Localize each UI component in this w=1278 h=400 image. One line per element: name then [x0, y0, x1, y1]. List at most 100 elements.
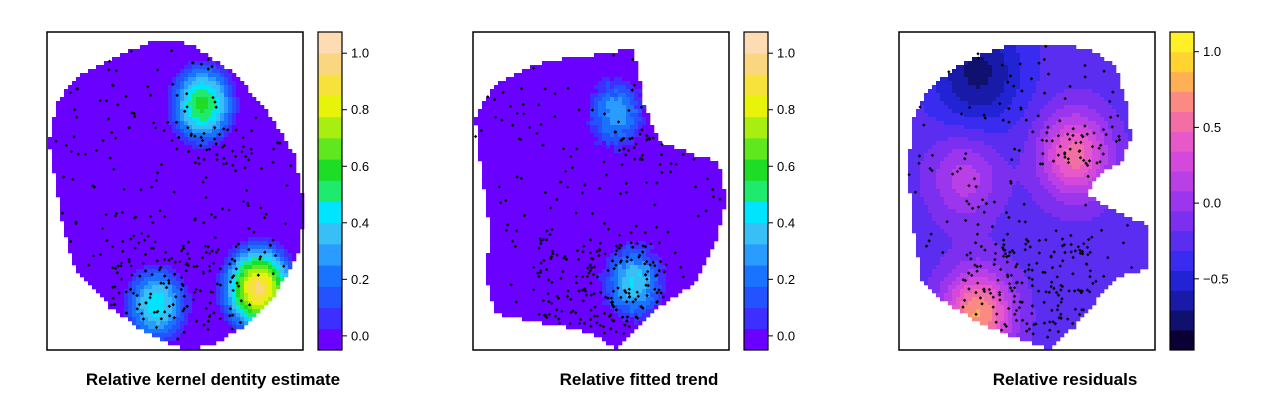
- heatmap-cell: [184, 53, 189, 58]
- heatmap-cell: [164, 297, 169, 302]
- heatmap-cell: [228, 201, 233, 206]
- heatmap-cell: [482, 113, 487, 118]
- heatmap-cell: [256, 125, 261, 130]
- heatmap-cell: [176, 289, 181, 294]
- heatmap-cell: [216, 137, 221, 142]
- heatmap-cell: [510, 89, 515, 94]
- heatmap-cell: [562, 105, 567, 110]
- heatmap-cell: [272, 277, 277, 282]
- observation-point: [167, 281, 171, 285]
- heatmap-cell: [542, 101, 547, 106]
- heatmap-cell: [128, 97, 133, 102]
- heatmap-cell: [148, 145, 153, 150]
- heatmap-cell: [558, 85, 563, 90]
- heatmap-cell: [530, 129, 535, 134]
- heatmap-cell: [152, 305, 157, 310]
- heatmap-cell: [96, 213, 101, 218]
- heatmap-cell: [208, 185, 213, 190]
- heatmap-cell: [68, 137, 73, 142]
- heatmap-cell: [192, 101, 197, 106]
- heatmap-cell: [184, 265, 189, 270]
- heatmap-cell: [288, 181, 293, 186]
- heatmap-cell: [104, 193, 109, 198]
- heatmap-cell: [156, 205, 161, 210]
- observation-point: [185, 252, 190, 256]
- heatmap-cell: [56, 193, 61, 198]
- heatmap-cell: [76, 137, 81, 142]
- heatmap-cell: [92, 97, 97, 102]
- heatmap-cell: [228, 161, 233, 166]
- heatmap-cell: [144, 245, 149, 250]
- heatmap-cell: [148, 149, 153, 154]
- heatmap-cell: [236, 225, 241, 230]
- heatmap-cell: [494, 117, 499, 122]
- heatmap-cell: [248, 153, 253, 158]
- heatmap-cell: [96, 185, 101, 190]
- heatmap-cell: [60, 217, 65, 222]
- heatmap-cell: [140, 45, 145, 50]
- heatmap-cell: [108, 269, 113, 274]
- heatmap-cell: [188, 277, 193, 282]
- heatmap-cell: [232, 217, 237, 222]
- heatmap-cell: [156, 265, 161, 270]
- heatmap-cell: [542, 77, 547, 82]
- heatmap-cell: [260, 213, 265, 218]
- heatmap-cell: [518, 81, 523, 86]
- heatmap-cell: [292, 165, 297, 170]
- heatmap-cell: [176, 297, 181, 302]
- heatmap-cell: [128, 93, 133, 98]
- observation-point: [185, 92, 189, 96]
- heatmap-cell: [538, 81, 543, 86]
- heatmap-cell: [558, 133, 563, 138]
- heatmap-cell: [176, 225, 181, 230]
- heatmap-cell: [630, 113, 635, 118]
- heatmap-cell: [92, 137, 97, 142]
- heatmap-cell: [100, 233, 105, 238]
- heatmap-cell: [574, 57, 579, 62]
- heatmap-cell: [280, 249, 285, 254]
- heatmap-cell: [240, 281, 245, 286]
- heatmap-cell: [220, 229, 225, 234]
- heatmap-cell: [554, 69, 559, 74]
- heatmap-cell: [88, 69, 93, 74]
- heatmap-cell: [92, 69, 97, 74]
- heatmap-cell: [112, 289, 117, 294]
- heatmap-cell: [164, 201, 169, 206]
- heatmap-cell: [638, 137, 643, 142]
- heatmap-cell: [172, 73, 177, 78]
- heatmap-cell: [128, 61, 133, 66]
- heatmap-cell: [76, 189, 81, 194]
- heatmap-cell: [160, 185, 165, 190]
- heatmap-cell: [132, 249, 137, 254]
- heatmap-cell: [244, 177, 249, 182]
- heatmap-cell: [272, 249, 277, 254]
- observation-point: [199, 62, 204, 66]
- heatmap-cell: [144, 169, 149, 174]
- heatmap-cell: [634, 81, 639, 86]
- heatmap-cell: [534, 137, 539, 142]
- observation-point: [246, 158, 251, 162]
- heatmap-cell: [542, 97, 547, 102]
- heatmap-cell: [232, 137, 237, 142]
- heatmap-cell: [196, 217, 201, 222]
- heatmap-cell: [160, 65, 165, 70]
- heatmap-cell: [104, 69, 109, 74]
- heatmap-cell: [220, 301, 225, 306]
- heatmap-cell: [216, 157, 221, 162]
- heatmap-cell: [84, 157, 89, 162]
- heatmap-cell: [172, 241, 177, 246]
- heatmap-cell: [148, 189, 153, 194]
- heatmap-cell: [140, 289, 145, 294]
- heatmap-cell: [148, 49, 153, 54]
- heatmap-cell: [152, 85, 157, 90]
- heatmap-cell: [188, 169, 193, 174]
- heatmap-cell: [490, 89, 495, 94]
- heatmap-cell: [56, 189, 61, 194]
- observation-point: [110, 83, 114, 87]
- heatmap-cell: [108, 273, 113, 278]
- heatmap-cell: [188, 229, 193, 234]
- heatmap-cell: [208, 177, 213, 182]
- heatmap-cell: [152, 329, 157, 334]
- heatmap-cell: [502, 117, 507, 122]
- heatmap-cell: [184, 181, 189, 186]
